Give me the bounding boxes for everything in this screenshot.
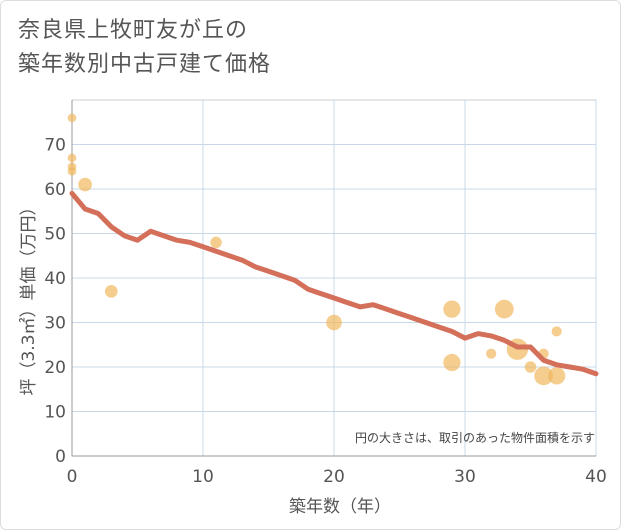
grid [71,99,597,457]
tick-labels: 0 10 20 30 40 0 10 20 30 40 50 60 70 [44,136,606,488]
bubble-point [551,326,562,337]
bubble-point [67,113,77,123]
chart-title: 奈良県上牧町友が丘の 築年数別中古戸建て価格 [18,14,271,82]
bubble-point [67,153,77,163]
bubble-point [486,348,497,359]
bubble-point [78,177,92,192]
y-tick-label: 20 [44,358,66,378]
bubble-point [104,285,118,298]
y-tick-label: 40 [44,269,66,289]
x-tick-label: 30 [454,467,476,487]
x-axis-label: 築年数（年） [289,497,391,517]
bubble-point [210,236,222,249]
x-tick-label: 40 [585,467,607,487]
size-note: 円の大きさは、取引のあった物件面積を示す [355,430,595,445]
x-tick-label: 0 [67,467,78,487]
bubble-point [494,299,514,319]
y-tick-label: 0 [55,447,66,467]
y-tick-label: 70 [44,136,66,156]
y-axis-label: 坪（3.3㎡）単価（万円） [19,198,39,395]
trend-line [69,190,599,377]
bubble-point [534,366,553,386]
bubble-point [443,353,461,372]
y-tick-label: 10 [44,403,66,423]
y-tick-label: 50 [44,225,66,245]
trend-line-group [69,190,599,377]
bubble-point [67,166,77,176]
title-line-2: 築年数別中古戸建て価格 [18,52,272,77]
y-tick-label: 30 [44,314,66,334]
y-tick-label: 60 [44,180,66,200]
x-tick-label: 10 [192,467,214,487]
bubble-point [548,367,566,385]
bubble-point [524,361,537,373]
bubbles [67,113,566,386]
bubble-point [443,300,461,318]
bubble-point [326,314,342,331]
title-line-1: 奈良県上牧町友が丘の [18,18,249,43]
x-tick-label: 20 [323,467,345,487]
